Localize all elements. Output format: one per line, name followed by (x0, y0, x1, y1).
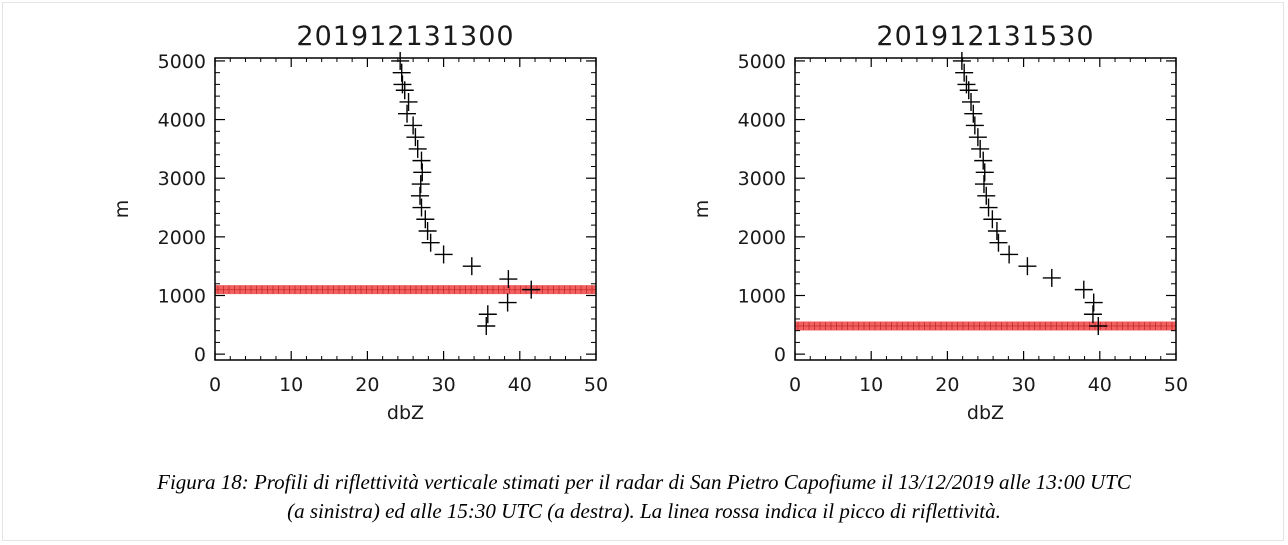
chart-right: 201912131530 0 10 20 30 40 50 0 1000 2000 3000 4000… (691, 21, 1188, 424)
chart-1-xtick-label-4: 40 (1088, 374, 1112, 396)
chart-0-ytick-label-3: 3000 (158, 168, 206, 190)
chart-1-point-19 (1042, 268, 1061, 287)
chart-1-xlabel: dbZ (967, 402, 1004, 424)
chart-1-ylabel: m (691, 200, 713, 219)
chart-1-title: 201912131530 (876, 21, 1094, 52)
chart-0-point-11 (411, 175, 430, 194)
chart-1-point-12 (977, 186, 996, 205)
chart-1-xtick-label-2: 20 (935, 374, 959, 396)
chart-1-xtick-label-3: 30 (1012, 374, 1036, 396)
chart-0-point-10 (413, 163, 432, 182)
chart-1-ytick-label-0: 0 (774, 344, 786, 366)
chart-1-ytick-label-3: 3000 (738, 168, 786, 190)
chart-1-points (952, 51, 1108, 335)
chart-0-point-3 (395, 81, 414, 100)
figure-caption: Figura 18: Profili di riflettività verti… (0, 468, 1288, 526)
chart-1-point-14 (983, 210, 1002, 229)
chart-1-point-20 (1074, 280, 1093, 299)
chart-1-point-4 (962, 92, 981, 111)
chart-0-point-17 (434, 245, 453, 264)
chart-1-point-10 (975, 163, 994, 182)
chart-1-ytick-label-1: 1000 (738, 285, 786, 307)
chart-0-xlabel: dbZ (387, 402, 424, 424)
chart-1-point-5 (964, 104, 983, 123)
chart-0-point-9 (412, 151, 431, 170)
chart-0-point-5 (398, 104, 417, 123)
chart-0-ytick-label-0: 0 (194, 344, 206, 366)
chart-1-point-13 (979, 198, 998, 217)
chart-0-point-1 (392, 63, 411, 82)
caption-line-2: (a sinistra) ed alle 15:30 UTC (a destra… (287, 499, 1001, 523)
chart-0-ytick-label-1: 1000 (158, 285, 206, 307)
chart-1-point-7 (968, 128, 987, 147)
chart-1-point-11 (974, 175, 993, 194)
chart-0-ytick-label-2: 2000 (158, 227, 206, 249)
chart-0-point-19 (499, 270, 518, 289)
chart-1-point-16 (989, 233, 1008, 252)
chart-1-xtick-label-0: 0 (789, 374, 801, 396)
chart-1-point-21 (1084, 293, 1103, 312)
chart-1-peak-line-hatch (795, 321, 1176, 330)
chart-0-xtick-label-4: 40 (508, 374, 532, 396)
chart-1-point-23 (1089, 316, 1108, 335)
chart-1-point-18 (1018, 257, 1037, 276)
chart-0-point-20 (522, 280, 541, 299)
chart-0-point-6 (404, 116, 423, 135)
chart-0-point-4 (399, 92, 418, 111)
chart-0-title: 201912131300 (296, 21, 514, 52)
chart-1-point-8 (971, 139, 990, 158)
chart-1-point-15 (987, 221, 1006, 240)
chart-0-point-7 (406, 128, 425, 147)
chart-1-point-0 (952, 51, 971, 70)
chart-0-xtick-label-2: 20 (355, 374, 379, 396)
chart-0-xtick-label-1: 10 (279, 374, 303, 396)
caption-line-1: Figura 18: Profili di riflettività verti… (157, 470, 1131, 494)
chart-1-xtick-label-5: 50 (1164, 374, 1188, 396)
chart-0-xtick-label-0: 0 (209, 374, 221, 396)
chart-0-point-8 (408, 139, 427, 158)
chart-0-point-14 (416, 210, 435, 229)
chart-1-plot-frame (794, 57, 1177, 361)
chart-0-point-15 (418, 221, 437, 240)
chart-0-ytick-label-4: 4000 (158, 110, 206, 132)
chart-0-point-0 (391, 51, 410, 70)
chart-1-ytick-label-2: 2000 (738, 227, 786, 249)
chart-0-point-12 (410, 186, 429, 205)
chart-0-xtick-label-5: 50 (584, 374, 608, 396)
chart-1-point-6 (965, 116, 984, 135)
chart-0-point-18 (462, 257, 481, 276)
chart-1-xtick-label-1: 10 (859, 374, 883, 396)
chart-0-point-16 (421, 233, 440, 252)
chart-0-point-22 (478, 305, 497, 324)
chart-0-plot-frame (214, 57, 597, 361)
chart-1-ytick-label-5: 5000 (738, 51, 786, 73)
chart-1-point-1 (955, 63, 974, 82)
chart-0-point-21 (498, 293, 517, 312)
chart-1-point-22 (1083, 305, 1102, 324)
chart-0-ylabel: m (111, 200, 133, 219)
chart-1-ytick-label-4: 4000 (738, 110, 786, 132)
chart-1-point-9 (974, 151, 993, 170)
chart-left: 201912131300 0 10 20 30 40 50 0 1000 2000 3000 4000… (111, 21, 608, 424)
chart-0-point-13 (412, 198, 431, 217)
chart-0-point-23 (477, 316, 496, 335)
chart-0-points (391, 51, 541, 335)
chart-0-xtick-label-3: 30 (432, 374, 456, 396)
chart-0-ytick-label-5: 5000 (158, 51, 206, 73)
chart-1-point-3 (959, 81, 978, 100)
chart-1-point-17 (1000, 245, 1019, 264)
